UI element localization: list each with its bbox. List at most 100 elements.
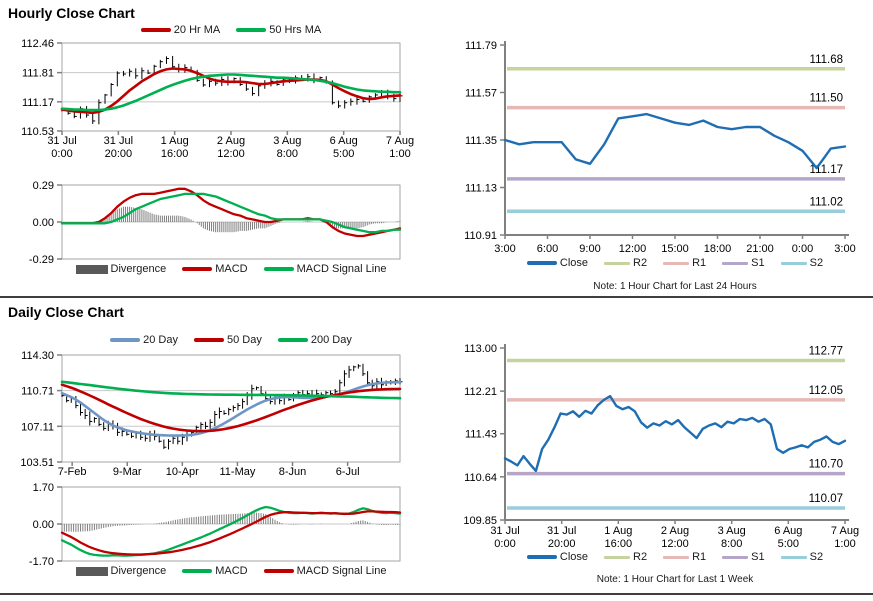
svg-text:8-Jun: 8-Jun [279,466,307,478]
svg-text:-1.70: -1.70 [29,556,54,568]
legend-item-s1: S1 [722,551,765,563]
svg-text:20:00: 20:00 [105,148,133,160]
svg-text:1.70: 1.70 [33,482,54,494]
svg-text:111.81: 111.81 [22,68,54,80]
svg-text:0:00: 0:00 [51,148,72,160]
legend-swatch [526,261,557,265]
svg-text:111.57: 111.57 [465,88,497,100]
svg-text:-0.29: -0.29 [29,254,54,266]
svg-text:6 Aug: 6 Aug [774,525,802,537]
legend-label: R1 [692,257,707,269]
legend-item-close: Close [526,551,588,563]
legend-label: R2 [633,257,648,269]
legend-label: 20 Hr MA [173,24,221,36]
svg-text:110.70: 110.70 [809,459,843,471]
legend-label: S2 [809,551,824,563]
svg-text:7 Aug: 7 Aug [386,135,414,147]
svg-text:9:00: 9:00 [579,243,600,255]
legend-label: S1 [751,257,765,269]
legend-item-divergence: Divergence [75,565,167,577]
svg-text:0.29: 0.29 [33,180,54,192]
legend-item-macd: MACD [182,565,248,577]
svg-text:0.00: 0.00 [33,519,54,531]
svg-text:111.13: 111.13 [465,183,497,195]
svg-text:109.85: 109.85 [463,515,497,527]
legend-swatch [140,28,171,32]
svg-text:31 Jul: 31 Jul [104,135,133,147]
svg-text:112.21: 112.21 [464,386,497,398]
svg-text:18:00: 18:00 [704,243,732,255]
legend-swatch [263,569,294,573]
svg-text:112.46: 112.46 [21,38,54,50]
svg-text:103.51: 103.51 [20,457,54,469]
svg-text:114.30: 114.30 [21,350,54,362]
svg-text:20:00: 20:00 [548,538,576,550]
legend-swatch [663,555,690,559]
svg-text:1 Aug: 1 Aug [604,525,632,537]
svg-text:16:00: 16:00 [161,148,189,160]
svg-text:6:00: 6:00 [537,243,558,255]
legend-item-50-day: 50 Day [194,334,262,346]
svg-text:111.50: 111.50 [810,93,843,105]
svg-text:110.53: 110.53 [21,126,54,138]
legend-swatch [75,264,108,274]
legend-swatch [182,267,213,271]
legend-item-20-hr-ma: 20 Hr MA [140,24,221,36]
daily-price-legend: 20 Day 50 Day 200 Day [62,334,400,346]
svg-text:111.43: 111.43 [465,429,497,441]
svg-text:12:00: 12:00 [217,148,245,160]
daily-macd-chart: 1.70 0.00 -1.70 [29,482,402,568]
svg-text:111.35: 111.35 [465,135,497,147]
hourly-macd-chart: 0.29 0.00 -0.29 [29,180,402,266]
svg-text:31 Jul: 31 Jul [547,525,576,537]
svg-text:5:00: 5:00 [333,148,354,160]
svg-text:107.11: 107.11 [21,421,54,433]
daily-close-chart: 114.30 110.71 107.11 103.51 7-Feb 9-Mar 10-Apr… [20,350,403,478]
svg-text:112.77: 112.77 [809,346,843,358]
legend-item-r1: R1 [663,551,706,563]
legend-label: MACD Signal Line [296,263,387,275]
svg-text:111.17: 111.17 [22,97,54,109]
svg-text:0:00: 0:00 [494,538,515,550]
svg-text:111.79: 111.79 [465,40,497,52]
svg-text:12:00: 12:00 [619,243,647,255]
intraday-note: Note: 1 Hour Chart for Last 24 Hours [593,281,757,292]
legend-swatch [182,569,213,573]
svg-text:9-Mar: 9-Mar [113,466,142,478]
hourly-price-legend: 20 Hr MA 50 Hrs MA [62,24,400,36]
svg-text:3:00: 3:00 [834,243,855,255]
legend-item-macd-signal-line: MACD Signal Line [263,263,387,275]
intraday-pivot-legend: Close R2 R1 S1 S2 [505,257,845,269]
legend-item-20-day: 20 Day [110,334,178,346]
svg-text:2 Aug: 2 Aug [661,525,689,537]
legend-label: Divergence [110,565,167,577]
svg-text:110.91: 110.91 [464,230,497,242]
svg-text:21:00: 21:00 [746,243,774,255]
legend-swatch [604,555,631,559]
svg-text:3:00: 3:00 [494,243,515,255]
legend-swatch [110,338,141,342]
legend-label: 50 Hrs MA [269,24,322,36]
legend-label: MACD [215,565,248,577]
legend-item-close: Close [526,257,588,269]
svg-text:7 Aug: 7 Aug [831,525,859,537]
weekly-pivot-legend: Close R2 R1 S1 S2 [505,551,845,563]
legend-swatch [780,261,807,265]
svg-text:12:00: 12:00 [661,538,689,550]
legend-label: 50 Day [227,334,262,346]
svg-text:112.05: 112.05 [809,385,843,397]
legend-label: Divergence [110,263,167,275]
legend-swatch [722,555,749,559]
svg-text:31 Jul: 31 Jul [490,525,519,537]
hourly-macd-legend: Divergence MACD MACD Signal Line [62,263,400,275]
daily-section-title: Daily Close Chart [8,304,124,320]
legend-label: MACD [215,263,248,275]
legend-swatch [75,566,108,576]
svg-text:1:00: 1:00 [834,538,855,550]
legend-label: S1 [751,551,765,563]
legend-swatch [277,338,308,342]
weekly-note: Note: 1 Hour Chart for Last 1 Week [596,574,754,585]
svg-text:3 Aug: 3 Aug [718,525,746,537]
